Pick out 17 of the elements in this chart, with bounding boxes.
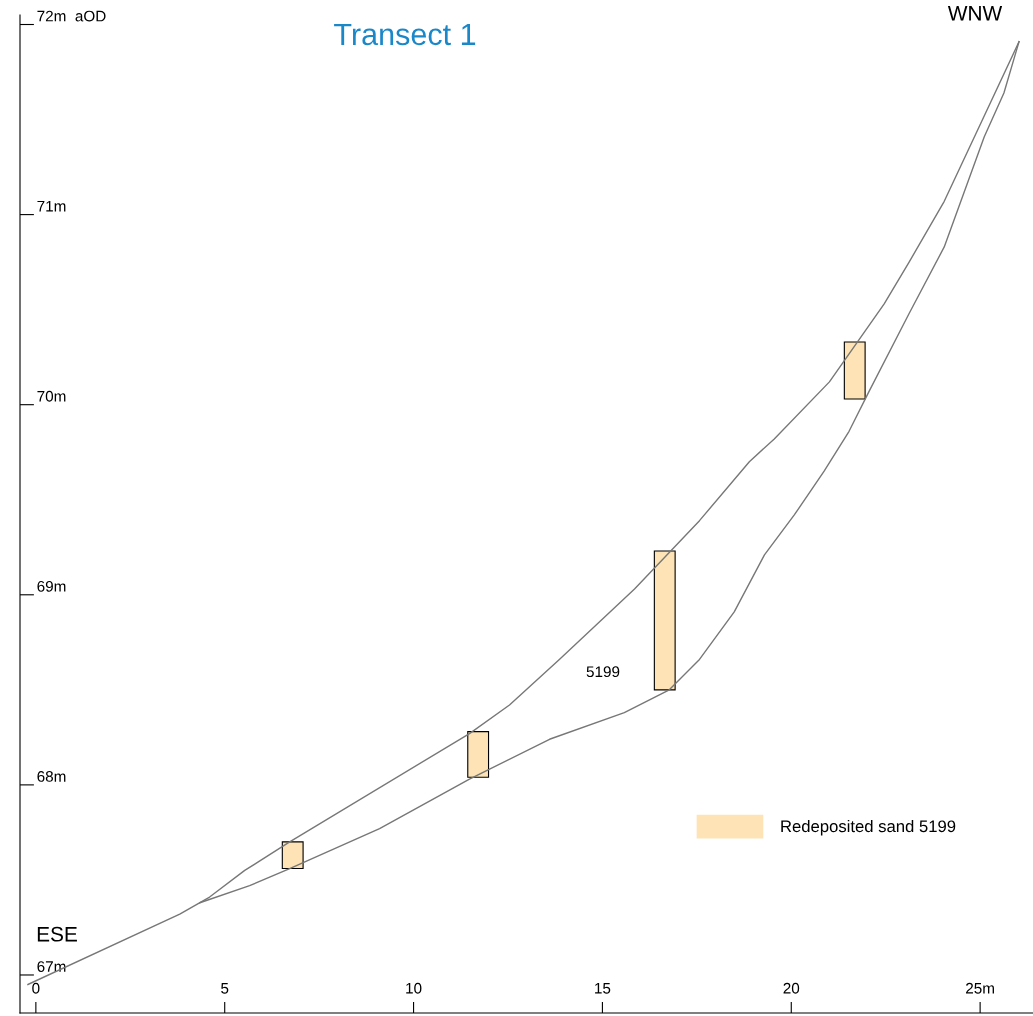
y-tick-label: 72m aOD — [37, 10, 106, 22]
x-tick-label: 10 — [406, 982, 422, 994]
annotation: 5199 — [586, 666, 620, 678]
x-tick-label: 20 — [783, 982, 800, 994]
y-tick-label: 68m — [37, 771, 66, 782]
x-tick-label: 15 — [595, 983, 611, 994]
y-tick-label: 67m — [37, 961, 66, 972]
x-tick-label: 0 — [32, 982, 40, 994]
annotation: WNW — [947, 6, 1003, 21]
legend-label: Redeposited sand 5199 — [781, 819, 956, 836]
x-tick-label: 5 — [221, 983, 229, 994]
annotation: ESE — [37, 926, 77, 942]
chart-title: Transect 1 — [334, 23, 476, 46]
y-tick-label: 69m — [37, 580, 66, 592]
x-tick-label: 25m — [966, 982, 994, 994]
y-tick-label: 70m — [37, 390, 66, 402]
y-tick-label: 71m — [37, 200, 66, 212]
